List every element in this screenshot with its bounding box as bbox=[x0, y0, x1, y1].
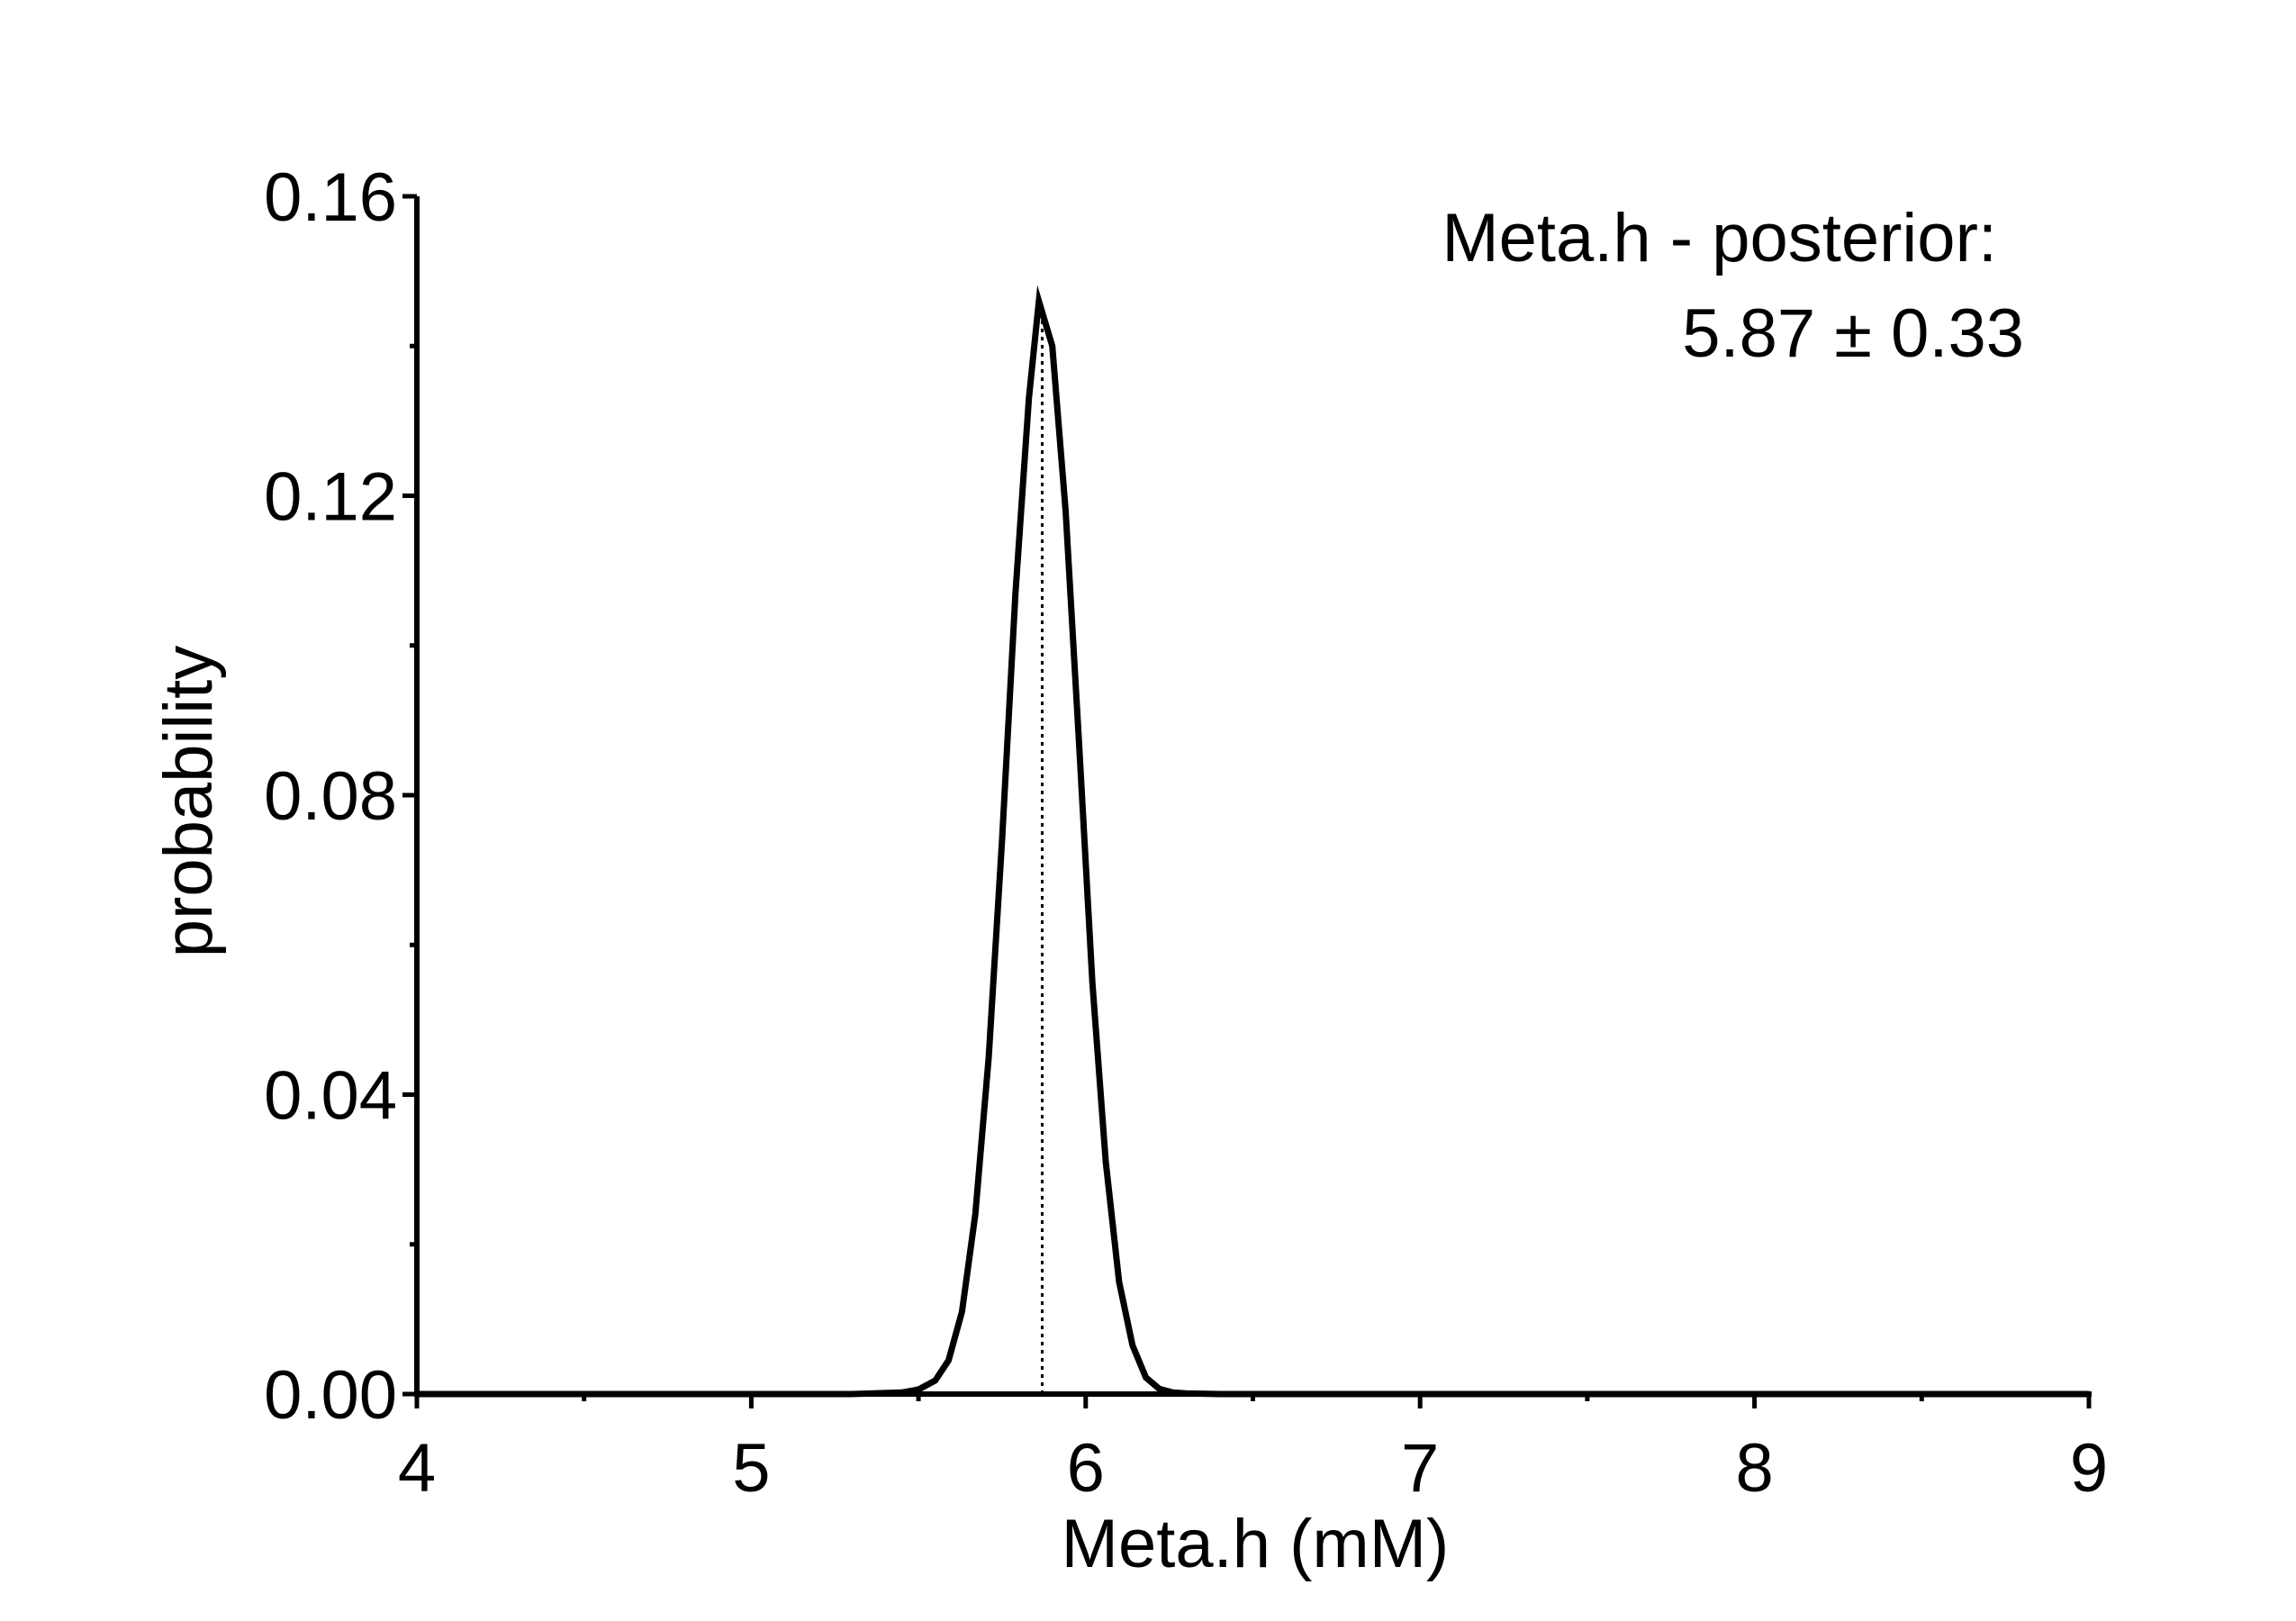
x-axis-label: Meta.h (mM) bbox=[1062, 1506, 1450, 1582]
annotation-line2: 5.87 ± 0.33 bbox=[1682, 295, 2024, 372]
x-tick-label: 7 bbox=[1401, 1430, 1439, 1507]
plot-area bbox=[414, 196, 2092, 1398]
y-tick-label: 0.04 bbox=[264, 1058, 397, 1135]
posterior-curve bbox=[417, 285, 2089, 1398]
y-tick-label: 0.12 bbox=[264, 459, 397, 536]
y-axis-ticks: 0.00 0.04 0.08 0.12 0.16 bbox=[264, 159, 417, 1434]
x-tick-label: 8 bbox=[1735, 1430, 1773, 1507]
x-tick-label: 5 bbox=[732, 1430, 770, 1507]
y-tick-label: 0.08 bbox=[264, 758, 397, 835]
annotation-line1: Meta.h - posterior: bbox=[1442, 200, 1997, 276]
y-tick-label: 0.16 bbox=[264, 159, 397, 236]
x-tick-label: 6 bbox=[1067, 1430, 1105, 1507]
x-tick-label: 4 bbox=[398, 1430, 436, 1507]
y-axis-label: probability bbox=[150, 646, 227, 957]
y-tick-label: 0.00 bbox=[264, 1357, 397, 1434]
x-tick-label: 9 bbox=[2070, 1430, 2108, 1507]
x-axis-ticks: 4 5 6 7 8 9 bbox=[398, 1394, 2108, 1507]
